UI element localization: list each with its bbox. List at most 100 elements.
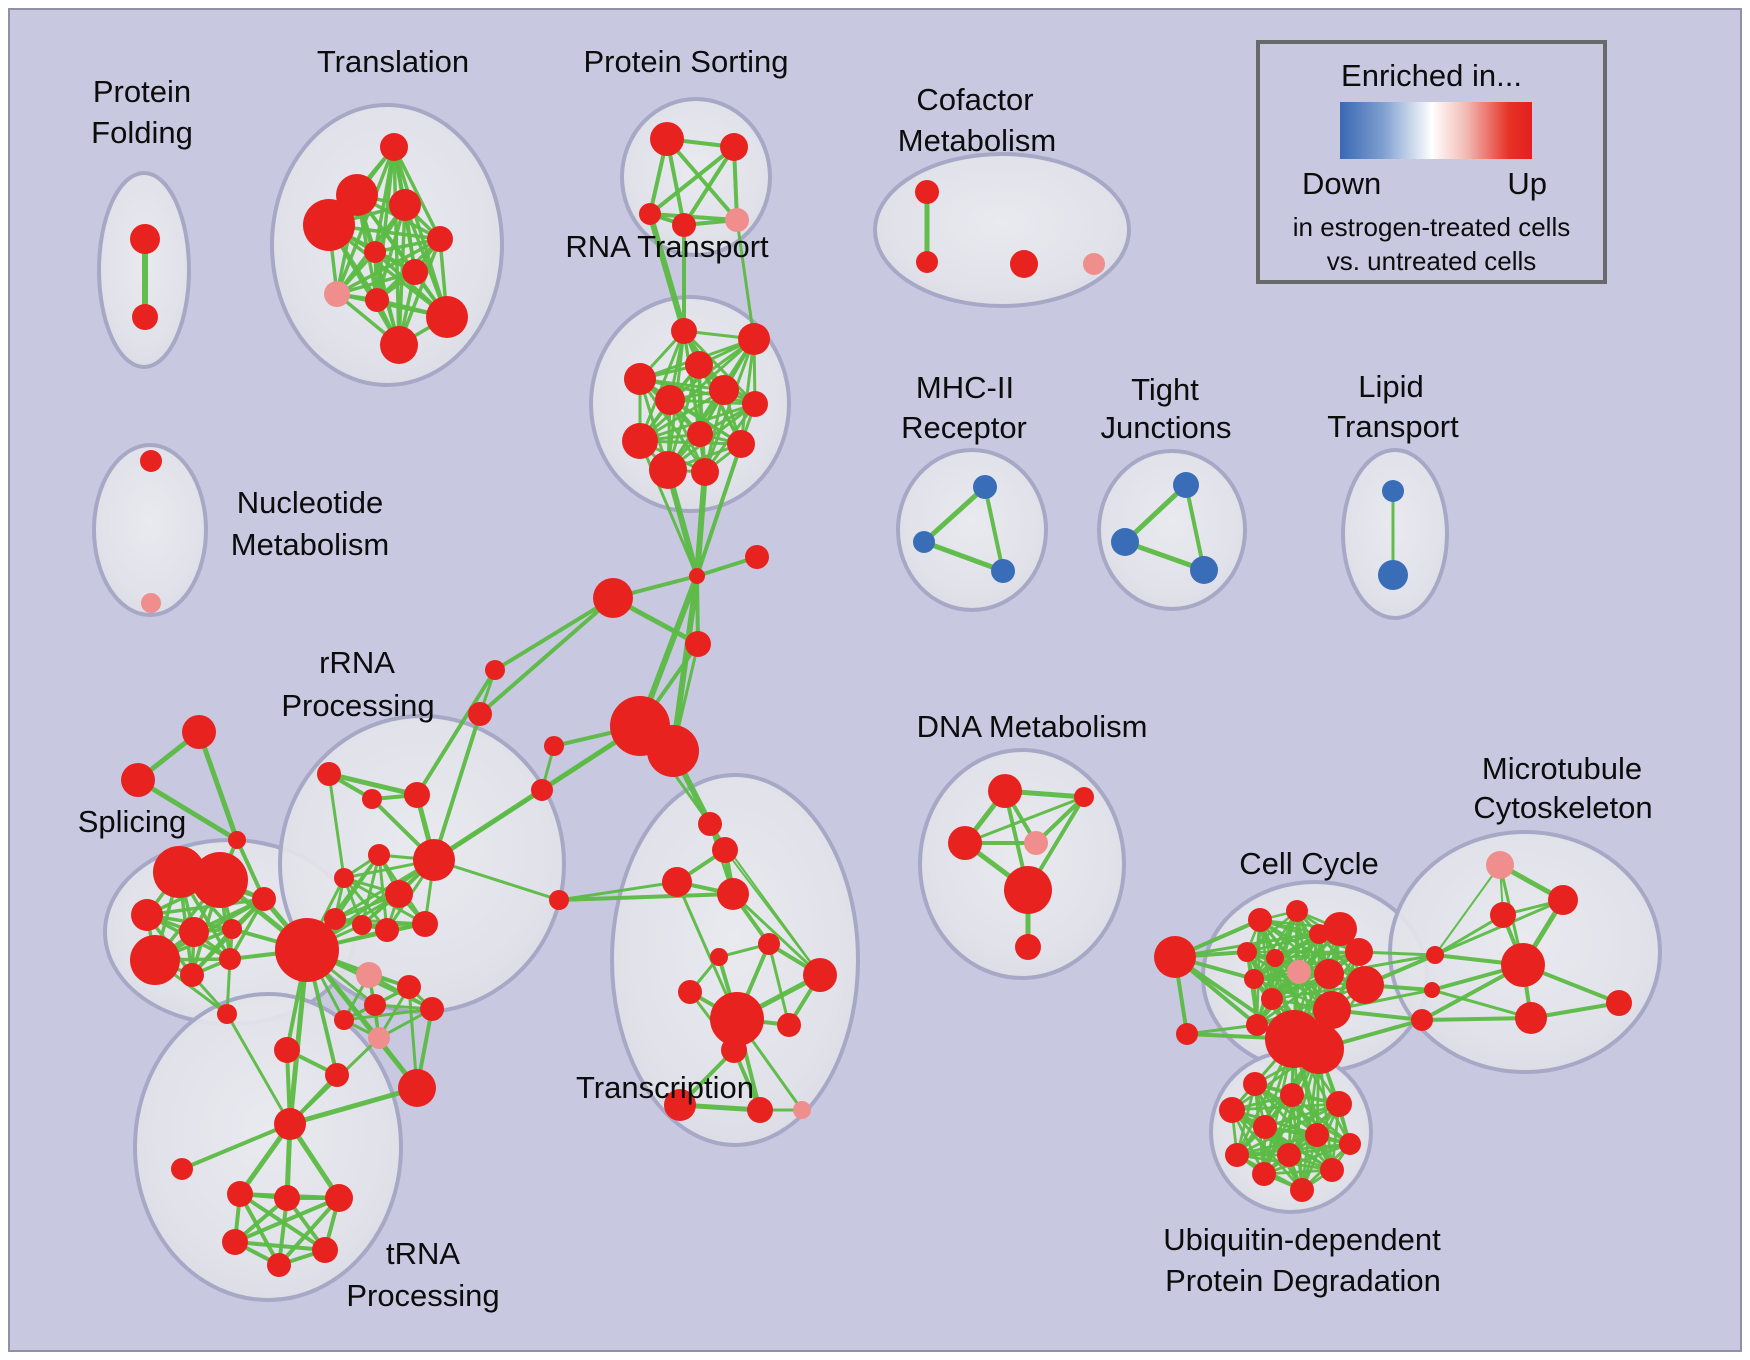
gene-set-node-rr18	[325, 1063, 349, 1087]
gene-set-node-t10	[426, 296, 468, 338]
gene-set-node-cf1	[915, 180, 939, 204]
gene-set-node-mt4	[1501, 943, 1545, 987]
gene-set-node-lt2	[1378, 560, 1408, 590]
gene-set-node-jr	[745, 545, 769, 569]
gene-set-node-sc4	[179, 917, 209, 947]
gene-set-node-mh1	[973, 475, 997, 499]
enrichment-edge	[767, 942, 791, 1027]
gene-set-node-mt6	[1606, 990, 1632, 1016]
gene-set-node-ub7	[1225, 1143, 1249, 1167]
enrichment-edge	[1433, 913, 1505, 957]
gene-set-node-rr13	[364, 994, 386, 1016]
gene-set-node-rt8	[687, 421, 713, 447]
gene-set-node-tx5	[710, 992, 764, 1046]
gene-set-node-sc7	[130, 935, 180, 985]
gene-set-node-tc4	[717, 878, 749, 910]
gene-set-node-nm2	[141, 593, 161, 613]
gene-set-node-sc2	[192, 852, 248, 908]
gene-set-node-tj1	[1173, 472, 1199, 498]
gene-set-node-t6	[364, 241, 386, 263]
gene-set-node-cc7	[1266, 949, 1284, 967]
gene-set-node-t3	[389, 189, 421, 221]
gene-set-node-sp_t1	[182, 715, 216, 749]
cluster-labels: Protein Folding Translation Protein Sorting…	[78, 44, 1653, 1313]
gene-set-node-ps1	[650, 122, 684, 156]
cluster-label: Processing	[346, 1278, 499, 1313]
gene-set-node-rr2	[362, 789, 382, 809]
gene-set-node-rr11	[356, 962, 382, 988]
cluster-label: tRNA	[386, 1236, 460, 1271]
gene-set-node-rr21	[468, 702, 492, 726]
gene-set-node-rt1	[671, 318, 697, 344]
gene-set-node-nm1	[140, 450, 162, 472]
enrichment-edge	[1184, 483, 1206, 572]
enrichment-edge	[638, 377, 757, 406]
gene-set-node-tj2	[1111, 528, 1139, 556]
legend-down-label: Down	[1302, 166, 1382, 201]
gene-set-node-sc10	[217, 1004, 237, 1024]
cluster-label: Protein Sorting	[583, 44, 788, 79]
enrichment-edge	[1430, 988, 1533, 1020]
cluster-label: Metabolism	[898, 123, 1057, 158]
enrichment-edge	[557, 880, 679, 902]
gene-set-node-jm	[685, 631, 711, 657]
gene-set-node-sp_t2	[121, 763, 155, 797]
cluster-ellipse-mhc-ii-receptor	[896, 448, 1048, 612]
gene-set-node-rt4	[624, 363, 656, 395]
gene-set-node-tj3	[1190, 556, 1218, 584]
gene-set-node-rt9	[727, 430, 755, 458]
gene-set-node-ps4	[672, 213, 696, 237]
gene-set-node-rr20	[485, 660, 505, 680]
enrichment-edge	[478, 596, 615, 716]
cluster-label: Nucleotide	[237, 485, 383, 520]
gene-set-node-t7	[402, 259, 428, 285]
gene-set-node-rr15	[334, 1010, 354, 1030]
cluster-label: Translation	[317, 44, 469, 79]
gene-set-node-tr6	[267, 1253, 291, 1277]
enrichment-edge	[682, 145, 736, 227]
gene-set-node-lc2	[531, 779, 553, 801]
enrichment-edge	[326, 771, 420, 798]
gene-set-node-tr_iso	[171, 1158, 193, 1180]
gene-set-node-rr8	[352, 915, 372, 935]
gene-set-node-cf2	[916, 251, 938, 273]
gene-set-node-rt10	[622, 423, 658, 459]
gene-set-node-cf4	[1083, 253, 1105, 275]
gene-set-node-cc12	[1313, 991, 1351, 1029]
gene-set-node-mt1	[1486, 851, 1514, 879]
enrichment-edge	[921, 539, 1006, 574]
gene-set-node-tx2	[710, 948, 728, 966]
cluster-ellipse-trna-processing	[133, 992, 403, 1302]
cluster-label: DNA Metabolism	[917, 709, 1148, 744]
enrichment-edge	[377, 853, 389, 932]
gene-set-node-cc13	[1246, 1014, 1268, 1036]
enrichment-edge	[1420, 1016, 1533, 1022]
gene-set-node-tx7	[721, 1037, 747, 1063]
cluster-label: Protein	[93, 74, 191, 109]
gene-set-node-tc1	[698, 812, 722, 836]
gene-set-node-tx8	[664, 1089, 696, 1121]
enrichment-edge	[493, 596, 615, 672]
legend-title: Enriched in...	[1341, 58, 1522, 93]
cluster-ellipse-lipid-transport	[1341, 448, 1449, 620]
enrichment-edge	[648, 145, 736, 216]
gene-set-node-lc1	[544, 736, 564, 756]
gene-set-node-ub5	[1253, 1115, 1277, 1139]
gene-set-node-rr3	[404, 782, 430, 808]
enrichment-edge	[638, 329, 686, 443]
nodes	[121, 122, 1632, 1277]
cluster-label: MHC-II	[916, 370, 1014, 405]
gene-set-node-tr1	[227, 1181, 253, 1207]
enrichment-edge	[739, 337, 756, 446]
gene-set-node-cf3	[1010, 250, 1038, 278]
gene-set-node-cc4	[1309, 924, 1329, 944]
gene-set-node-cc1	[1248, 908, 1272, 932]
gene-set-node-rt7	[742, 391, 768, 417]
enrichment-edge	[135, 777, 240, 843]
gene-set-node-rr1	[317, 762, 341, 786]
gene-set-node-dm2	[1074, 787, 1094, 807]
gene-set-node-rr17	[274, 1037, 300, 1063]
gene-set-node-cc10	[1244, 969, 1264, 989]
gene-set-node-mt5	[1515, 1002, 1547, 1034]
